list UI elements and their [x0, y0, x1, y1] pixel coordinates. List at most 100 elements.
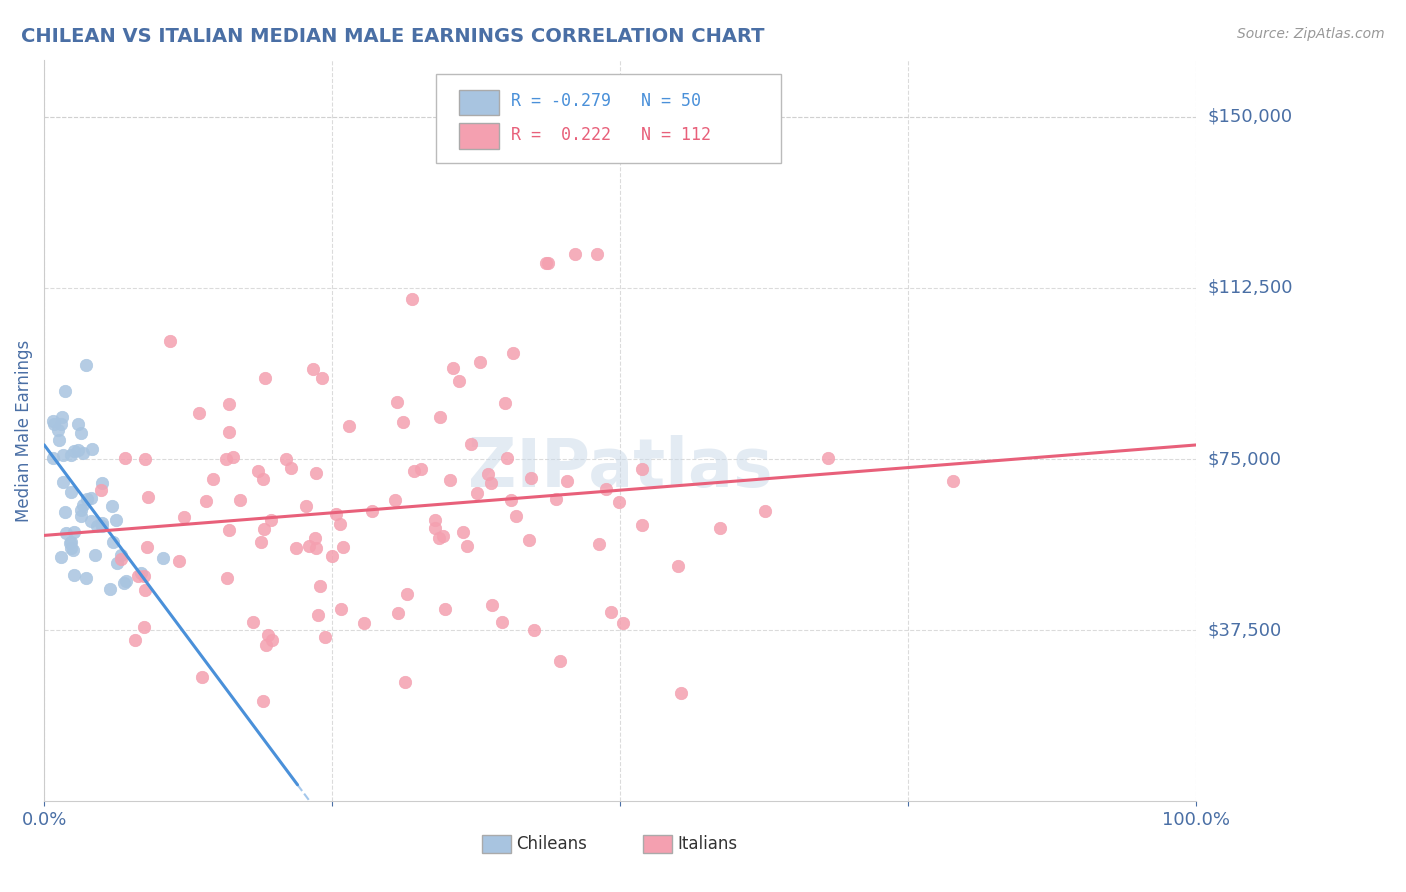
Point	[105, 513, 128, 527]
Point	[91, 519, 114, 533]
Point	[194, 494, 217, 508]
Point	[76, 492, 98, 507]
Point	[128, 569, 150, 583]
Point	[252, 473, 274, 487]
Point	[353, 616, 375, 631]
Point	[80, 491, 103, 506]
Bar	[643, 835, 672, 854]
Point	[134, 583, 156, 598]
Point	[70, 508, 93, 523]
Point	[305, 467, 328, 481]
Point	[311, 371, 333, 385]
Point	[285, 541, 308, 555]
Point	[42, 414, 65, 428]
Point	[307, 608, 329, 623]
Point	[134, 569, 156, 583]
Point	[257, 628, 280, 642]
Point	[612, 615, 634, 630]
Point	[72, 499, 94, 513]
Point	[110, 549, 132, 563]
Point	[62, 542, 84, 557]
Point	[396, 587, 419, 601]
Point	[330, 601, 353, 615]
Point	[309, 579, 332, 593]
Point	[76, 571, 98, 585]
Point	[202, 472, 225, 486]
Point	[134, 452, 156, 467]
Point	[609, 495, 631, 509]
Point	[423, 513, 446, 527]
Point	[60, 535, 83, 549]
Text: CHILEAN VS ITALIAN MEDIAN MALE EARNINGS CORRELATION CHART: CHILEAN VS ITALIAN MEDIAN MALE EARNINGS …	[21, 27, 765, 45]
Point	[754, 504, 776, 518]
Point	[321, 549, 343, 563]
Point	[115, 574, 138, 588]
Point	[385, 394, 408, 409]
Point	[90, 516, 112, 530]
Point	[423, 521, 446, 535]
Point	[520, 471, 543, 485]
Point	[588, 537, 610, 551]
Point	[253, 522, 276, 536]
Point	[411, 462, 433, 476]
Point	[215, 571, 238, 585]
Point	[470, 355, 492, 369]
Point	[260, 632, 283, 647]
Point	[53, 505, 76, 519]
Point	[51, 409, 73, 424]
Text: Italians: Italians	[678, 836, 738, 854]
Text: Source: ZipAtlas.com: Source: ZipAtlas.com	[1237, 27, 1385, 41]
Point	[49, 417, 72, 432]
Point	[112, 576, 135, 591]
Point	[481, 598, 503, 612]
Point	[250, 535, 273, 549]
Point	[70, 425, 93, 440]
Point	[91, 475, 114, 490]
Point	[505, 509, 527, 524]
Point	[51, 549, 73, 564]
Point	[159, 334, 181, 349]
Point	[427, 531, 450, 545]
Point	[218, 396, 240, 410]
Point	[254, 638, 277, 652]
Text: $150,000: $150,000	[1208, 108, 1292, 126]
Point	[52, 475, 75, 490]
Point	[502, 346, 524, 360]
Point	[129, 566, 152, 581]
Text: Chileans: Chileans	[516, 836, 588, 854]
Point	[90, 483, 112, 498]
Point	[631, 462, 654, 476]
Point	[496, 451, 519, 466]
Point	[404, 464, 426, 478]
Point	[218, 523, 240, 537]
Point	[517, 533, 540, 547]
Point	[63, 524, 86, 539]
Point	[101, 499, 124, 513]
Point	[110, 552, 132, 566]
Y-axis label: Median Male Earnings: Median Male Earnings	[15, 339, 32, 522]
Point	[479, 475, 502, 490]
Point	[187, 406, 209, 420]
Point	[62, 568, 84, 582]
Point	[544, 492, 567, 507]
Point	[253, 371, 276, 385]
Point	[98, 582, 121, 596]
FancyBboxPatch shape	[436, 74, 782, 163]
Point	[252, 694, 274, 708]
Bar	[458, 90, 499, 115]
Point	[441, 360, 464, 375]
Point	[384, 493, 406, 508]
Point	[80, 442, 103, 456]
Point	[494, 396, 516, 410]
Point	[666, 559, 689, 574]
Point	[451, 524, 474, 539]
Point	[101, 535, 124, 549]
Point	[218, 425, 240, 439]
Point	[114, 450, 136, 465]
Point	[465, 485, 488, 500]
Point	[67, 443, 90, 458]
Point	[274, 452, 297, 467]
Bar	[458, 123, 499, 149]
Point	[260, 512, 283, 526]
Point	[298, 539, 321, 553]
